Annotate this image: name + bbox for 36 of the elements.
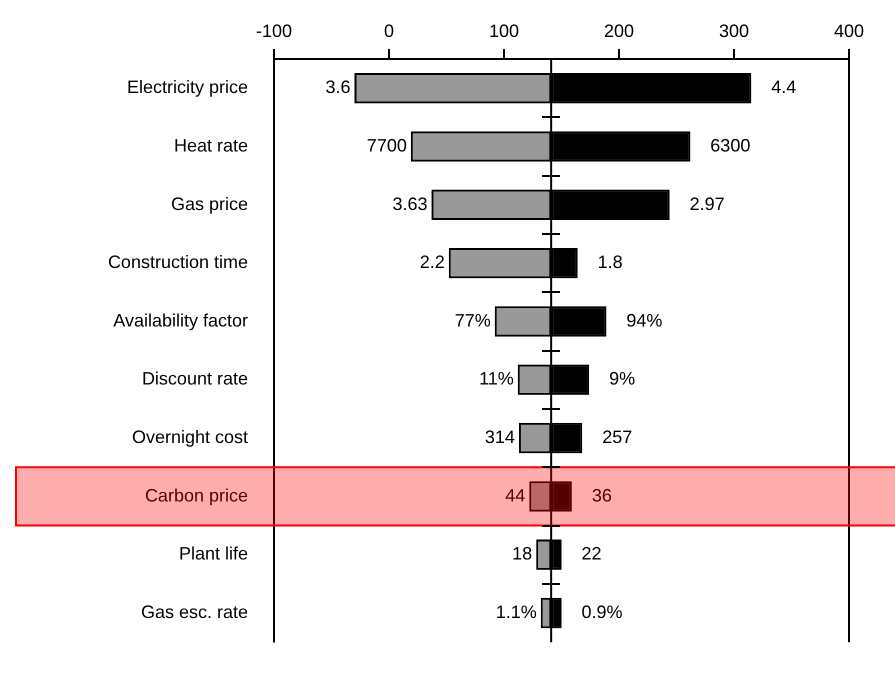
x-tick-label: 0 <box>384 21 394 42</box>
annotation: 3.63 <box>392 194 428 214</box>
annotation: 3.6 <box>325 77 350 98</box>
annotation: 22 <box>582 544 602 564</box>
annotation: 4.4 <box>771 77 796 98</box>
annotation: 6300 <box>710 135 750 156</box>
annotation: 7700 <box>366 135 407 156</box>
x-tick-label: 400 <box>834 21 864 42</box>
annotation: 11% <box>479 368 514 389</box>
x-tick-label: -100 <box>256 21 292 42</box>
y-tick-label: Electricity price <box>126 77 248 98</box>
y-tick-label: Heat rate <box>174 135 248 156</box>
annotation: 2.97 <box>690 194 725 214</box>
annotation: 44 <box>505 485 526 506</box>
annotation: 36 <box>592 485 612 506</box>
annotation: 314 <box>484 427 515 448</box>
annotation: 9% <box>609 368 636 389</box>
annotation: 0.9% <box>582 602 623 622</box>
y-tick-label: Carbon price <box>144 485 248 506</box>
annotation: 1.8 <box>598 252 623 272</box>
annotation: 257 <box>602 427 632 448</box>
y-tick-label: Overnight cost <box>132 427 248 448</box>
y-tick-label: Discount rate <box>142 368 248 389</box>
annotation: 1.1% <box>496 602 537 622</box>
y-tick-label: Gas esc. rate <box>140 602 248 622</box>
annotation: 2.2 <box>420 252 445 272</box>
x-tick-label: 100 <box>488 21 520 42</box>
x-tick-label: 300 <box>718 21 750 42</box>
y-tick-label: Availability factor <box>113 310 248 330</box>
annotation: 94% <box>626 310 662 330</box>
annotation: 77% <box>454 310 491 330</box>
y-tick-label: Plant life <box>178 544 248 564</box>
y-tick-label: Construction time <box>108 252 248 272</box>
annotation: 18 <box>512 544 532 564</box>
x-tick-label: 200 <box>604 21 634 42</box>
y-tick-label: Gas price <box>170 194 248 214</box>
